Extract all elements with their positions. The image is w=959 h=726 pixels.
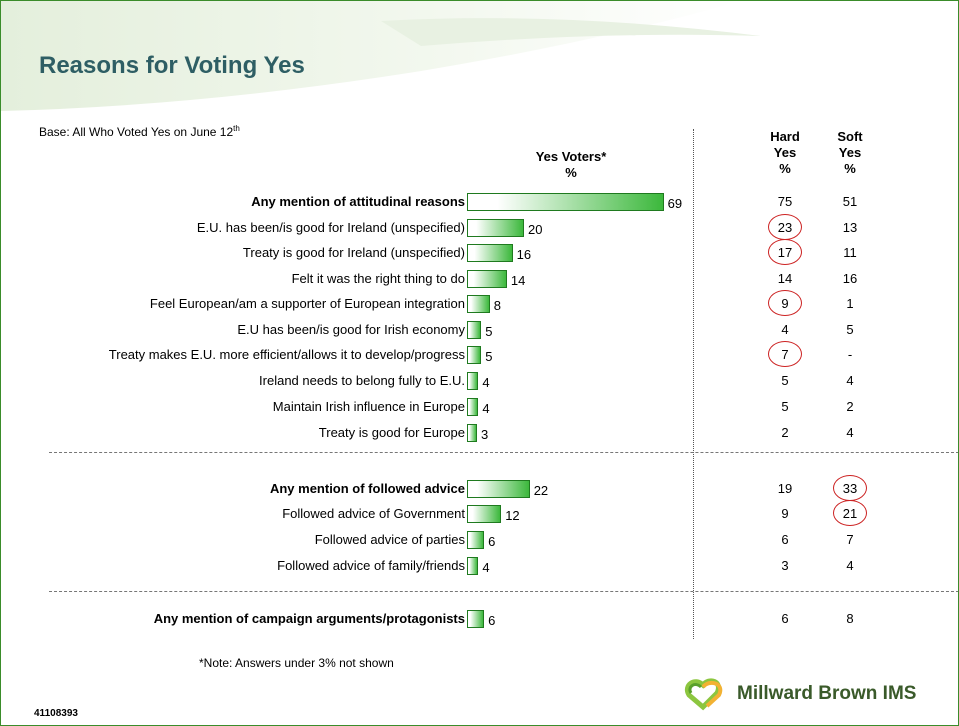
soft-yes-value: 51: [842, 194, 858, 209]
bar-value-label: 20: [528, 222, 543, 237]
bar-value-label: 5: [485, 349, 493, 364]
category-label: Ireland needs to belong fully to E.U.: [259, 373, 465, 388]
bar: [467, 346, 482, 364]
job-number: 41108393: [34, 708, 78, 719]
highlight-circle: [833, 500, 867, 526]
category-label: Followed advice of family/friends: [277, 558, 465, 573]
soft-yes-value: 1: [846, 296, 854, 311]
bar: [467, 610, 485, 628]
bar: [467, 244, 513, 262]
category-label: E.U. has been/is good for Ireland (unspe…: [196, 220, 465, 235]
soft-yes-value: 5: [846, 322, 854, 337]
bar: [467, 193, 664, 211]
hard-yes-value: 6: [781, 532, 789, 547]
soft-yes-value: 11: [843, 245, 857, 260]
section-divider-1: [49, 452, 958, 453]
highlight-circle: [833, 475, 867, 501]
bar-value-label: 4: [482, 375, 490, 390]
category-label: E.U has been/is good for Irish economy: [237, 322, 465, 337]
millward-brown-logo-icon: [685, 678, 723, 711]
highlight-circle: [768, 239, 802, 265]
bar-value-label: 14: [510, 273, 526, 288]
bar-value-label: 4: [482, 401, 490, 416]
category-label: Followed advice of Government: [282, 506, 465, 521]
bar: [467, 480, 530, 498]
bar-value-label: 3: [481, 427, 489, 442]
highlight-circle: [768, 214, 802, 240]
category-label: Treaty is good for Europe: [318, 425, 465, 440]
hard-yes-value: 5: [781, 373, 789, 388]
bar-value-label: 22: [533, 483, 549, 498]
hard-yes-value: 14: [777, 271, 793, 286]
footnote: *Note: Answers under 3% not shown: [199, 656, 394, 670]
bar-value-label: 69: [667, 196, 683, 211]
category-label: Any mention of attitudinal reasons: [251, 194, 465, 209]
soft-yes-value: 4: [846, 425, 854, 440]
bar-value-label: 6: [488, 534, 496, 549]
hard-yes-value: 4: [781, 322, 789, 337]
category-label: Felt it was the right thing to do: [291, 271, 465, 286]
bar: [467, 321, 482, 339]
category-label: Any mention of followed advice: [269, 481, 465, 496]
slide-title: Reasons for Voting Yes: [39, 52, 305, 79]
bar: [467, 557, 479, 575]
bar: [467, 219, 524, 237]
bar-value-label: 4: [482, 560, 490, 575]
hard-yes-value: 9: [781, 506, 789, 521]
bar: [467, 531, 485, 549]
header-soft-yes: Soft Yes %: [837, 129, 863, 176]
soft-yes-value: 16: [842, 271, 858, 286]
bar: [467, 270, 507, 288]
base-note: Base: All Who Voted Yes on June 12th: [39, 124, 240, 139]
header-hard-yes: Hard Yes %: [770, 129, 800, 176]
category-label: Treaty makes E.U. more efficient/allows …: [108, 347, 465, 362]
soft-yes-value: 8: [846, 611, 854, 626]
soft-yes-value: -: [847, 347, 853, 362]
soft-yes-value: 4: [846, 558, 854, 573]
bar-value-label: 6: [488, 613, 496, 628]
hard-yes-value: 2: [781, 425, 789, 440]
hard-yes-value: 3: [781, 558, 789, 573]
highlight-circle: [768, 290, 802, 316]
header-yes-voters: Yes Voters* %: [535, 149, 607, 180]
bar: [467, 398, 479, 416]
category-label: Any mention of campaign arguments/protag…: [153, 611, 465, 626]
bar: [467, 505, 502, 523]
category-label: Treaty is good for Ireland (unspecified): [242, 245, 465, 260]
soft-yes-value: 13: [842, 220, 858, 235]
logo-text: Millward Brown IMS: [737, 683, 917, 704]
soft-yes-value: 7: [846, 532, 854, 547]
column-divider: [693, 129, 694, 639]
section-divider-2: [49, 591, 958, 592]
soft-yes-value: 4: [846, 373, 854, 388]
hard-yes-value: 6: [781, 611, 789, 626]
bar-value-label: 8: [493, 298, 502, 313]
category-label: Maintain Irish influence in Europe: [272, 399, 465, 414]
bar: [467, 372, 479, 390]
category-label: Feel European/am a supporter of European…: [149, 296, 465, 311]
bar: [467, 295, 490, 313]
header-swoosh-graphic: [1, 1, 761, 111]
hard-yes-value: 75: [777, 194, 793, 209]
bar: [467, 424, 477, 442]
hard-yes-value: 19: [777, 481, 793, 496]
bar-value-label: 16: [516, 247, 532, 262]
category-label: Followed advice of parties: [314, 532, 465, 547]
bar-value-label: 5: [485, 324, 493, 339]
hard-yes-value: 5: [781, 399, 789, 414]
bar-value-label: 12: [505, 508, 520, 523]
highlight-circle: [768, 341, 802, 367]
soft-yes-value: 2: [846, 399, 854, 414]
